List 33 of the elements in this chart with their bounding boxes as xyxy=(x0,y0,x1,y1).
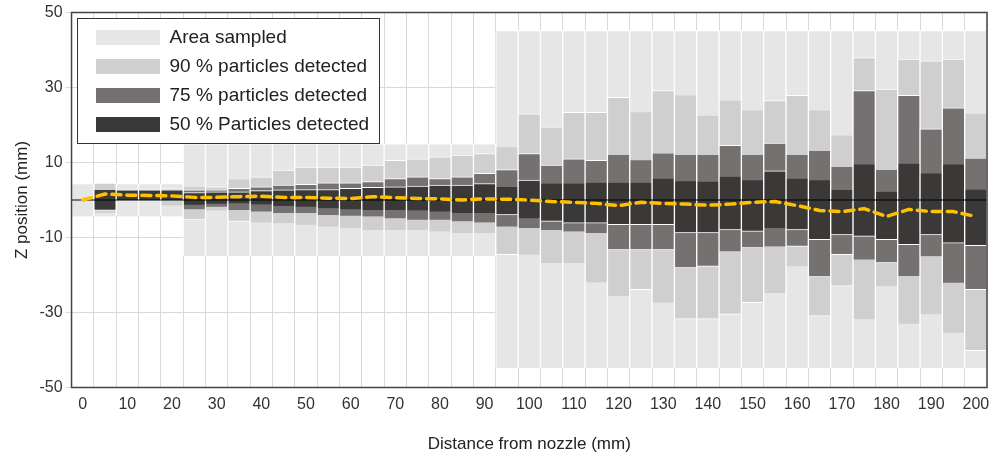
x-tick-label: 70 xyxy=(386,395,405,413)
x-tick-label: 200 xyxy=(962,395,990,413)
x-tick-label: 100 xyxy=(515,395,543,413)
x-tick-label: 60 xyxy=(341,395,360,413)
y-tick-label: 50 xyxy=(44,3,63,21)
x-tick-label: 190 xyxy=(917,395,945,413)
x-tick-label: 10 xyxy=(118,395,137,413)
legend-label: 90 % particles detected xyxy=(169,55,368,78)
x-axis-title: Distance from nozzle (mm) xyxy=(427,434,631,454)
y-tick-label: 30 xyxy=(44,77,63,95)
x-tick-label: 90 xyxy=(475,395,494,413)
x-tick-label: 20 xyxy=(163,395,181,413)
x-tick-label: 180 xyxy=(873,395,900,413)
x-tick-label: 80 xyxy=(431,395,449,413)
x-tick-label: 0 xyxy=(78,395,88,413)
legend-label: 50 % Particles detected xyxy=(169,113,370,136)
x-tick-label: 30 xyxy=(207,395,226,413)
x-tick-label: 150 xyxy=(739,395,766,413)
x-tick-label: 120 xyxy=(605,395,633,413)
x-tick-label: 130 xyxy=(649,395,677,413)
x-tick-label: 160 xyxy=(783,395,811,413)
y-axis-title: Z position (mm) xyxy=(11,140,31,260)
y-tick-label: -10 xyxy=(39,227,63,245)
legend-label: 75 % particles detected xyxy=(169,84,368,107)
y-tick-label: 10 xyxy=(44,152,63,170)
x-tick-label: 110 xyxy=(561,395,587,413)
x-tick-label: 40 xyxy=(252,395,271,413)
y-tick-label: -30 xyxy=(39,302,63,320)
x-tick-label: 50 xyxy=(297,395,315,413)
legend-label: Area sampled xyxy=(169,26,287,49)
x-tick-label: 140 xyxy=(694,395,722,413)
x-tick-label: 170 xyxy=(828,395,856,413)
y-tick-label: -50 xyxy=(39,377,63,395)
